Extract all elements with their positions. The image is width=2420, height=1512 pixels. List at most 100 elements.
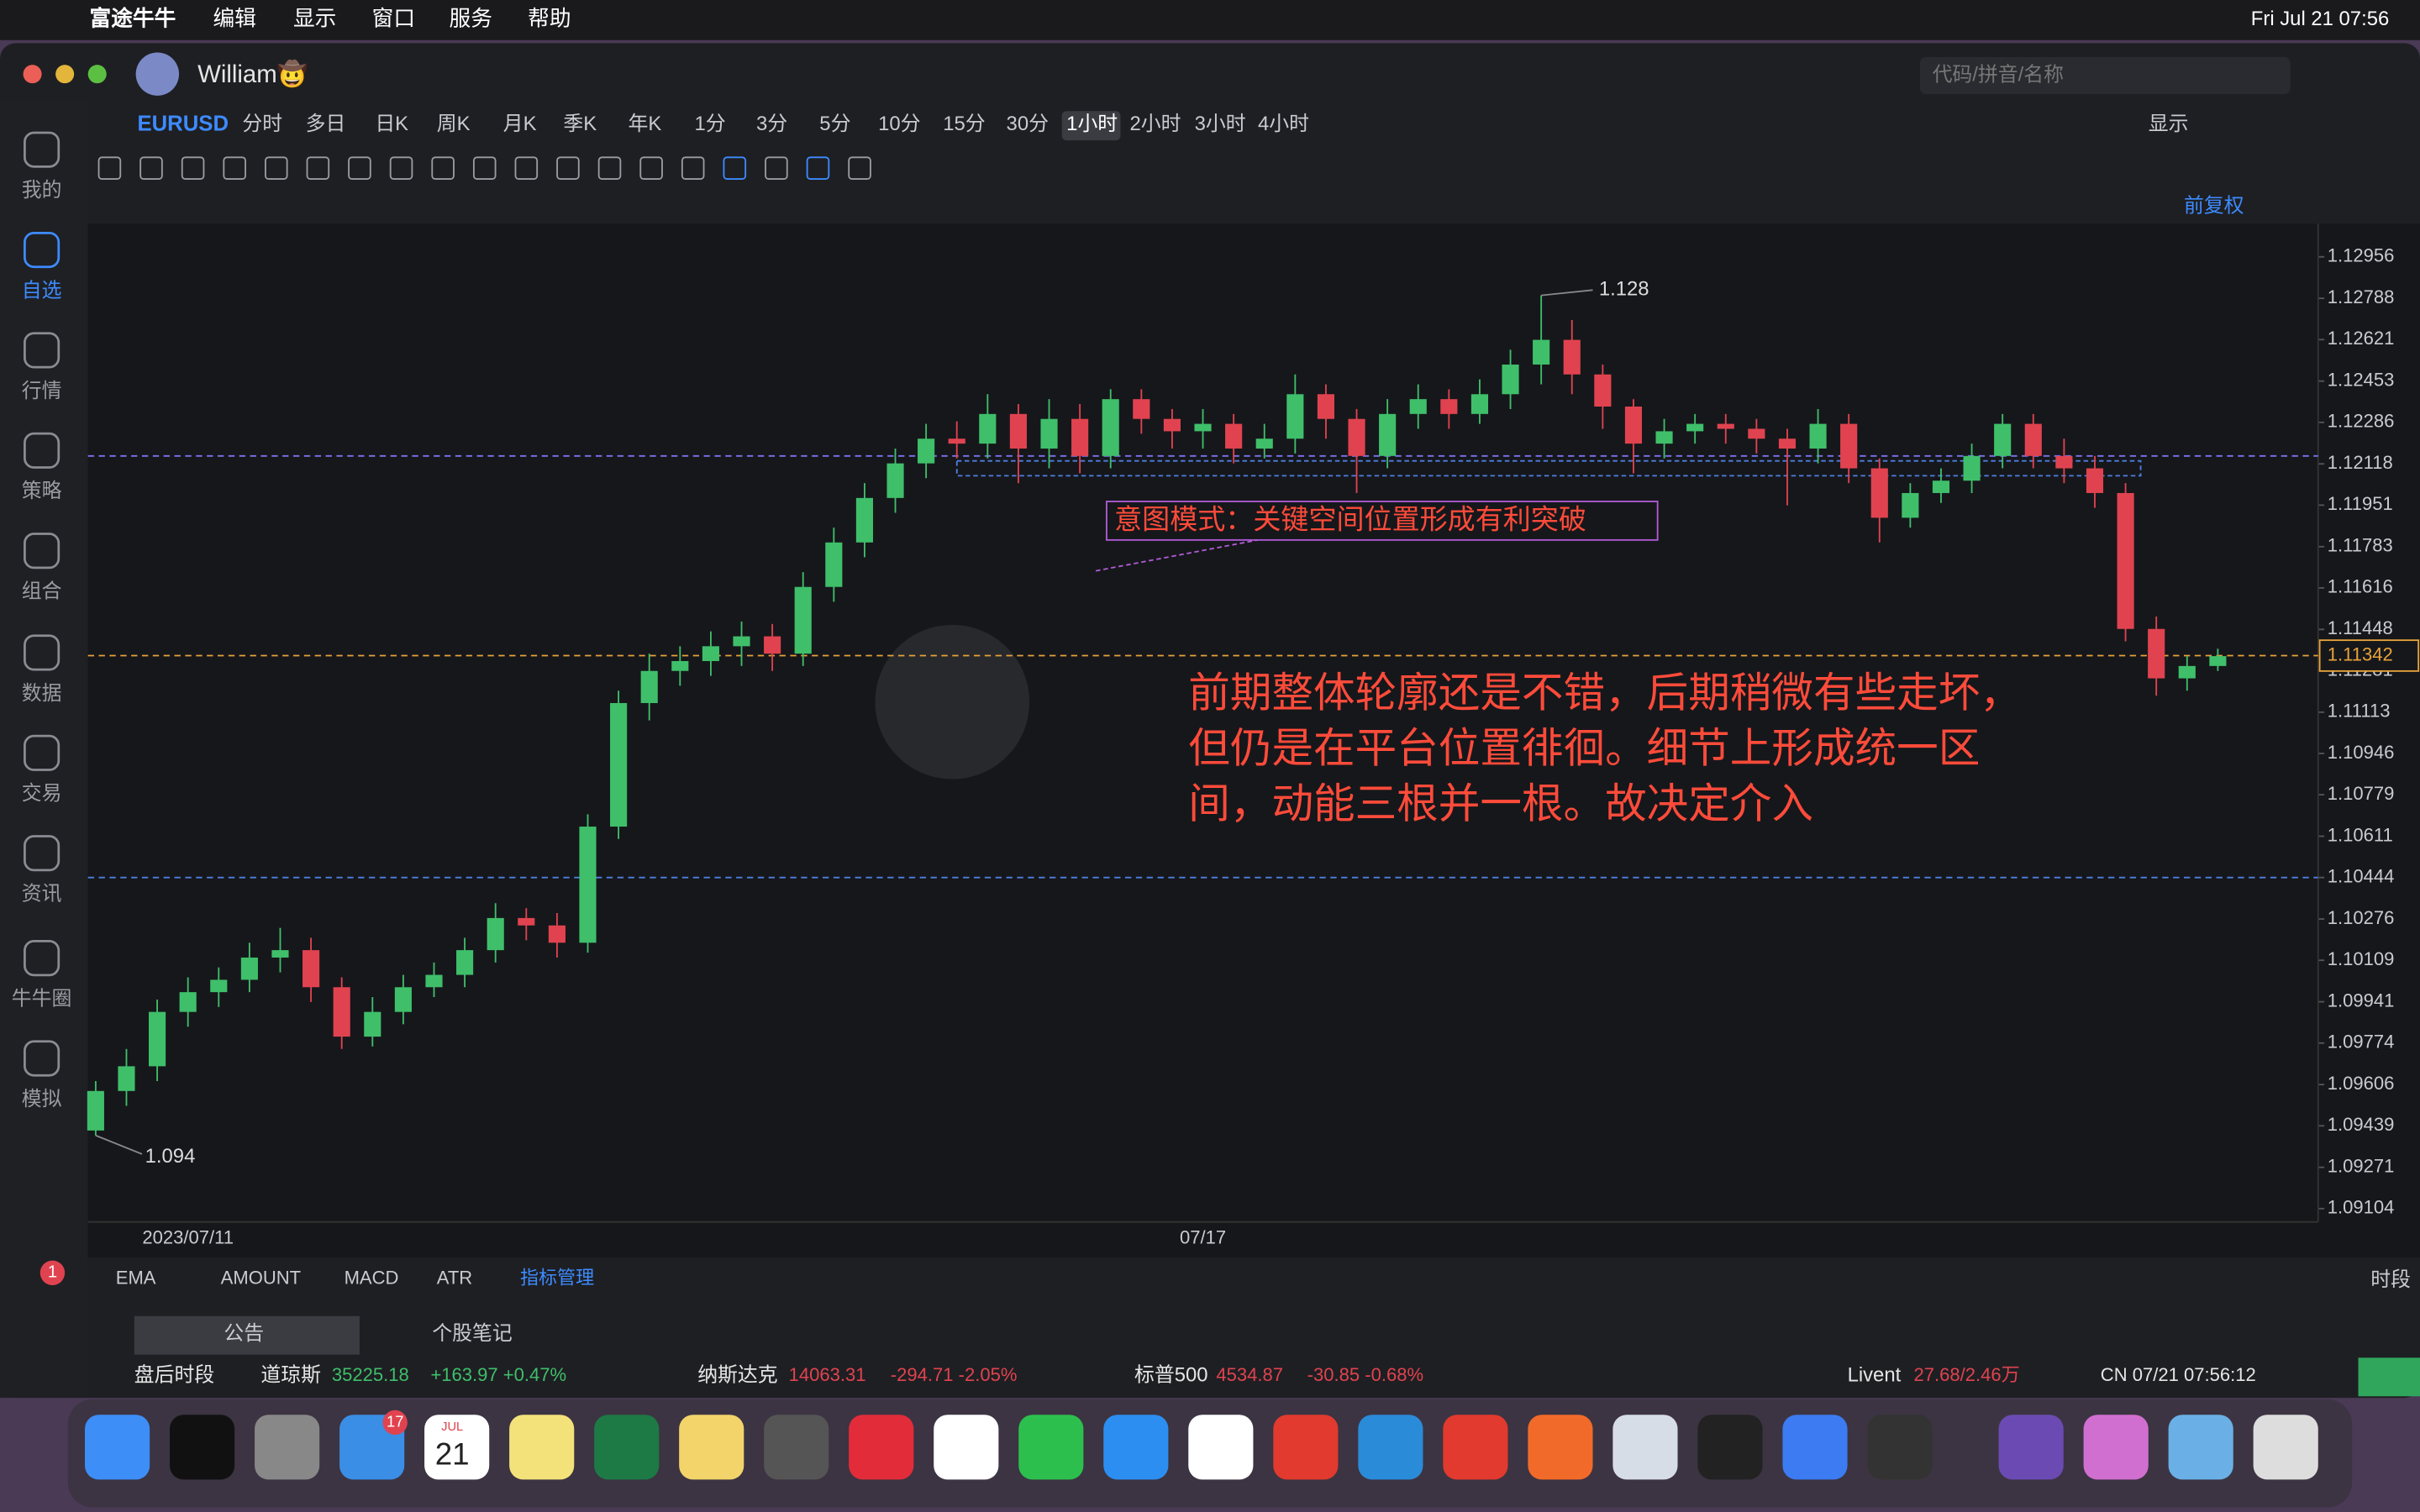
- dock-icon[interactable]: [1273, 1415, 1339, 1480]
- indicator-tab[interactable]: ATR: [437, 1267, 472, 1288]
- menu-item[interactable]: 服务: [449, 7, 492, 31]
- period[interactable]: 月K: [503, 113, 537, 135]
- zoom-button[interactable]: [87, 65, 107, 84]
- dock-icon[interactable]: [170, 1415, 235, 1480]
- dock-icon[interactable]: [1782, 1415, 1848, 1480]
- close-button[interactable]: [23, 65, 42, 84]
- menu-item[interactable]: 窗口: [372, 7, 415, 31]
- tool-icon[interactable]: [139, 156, 163, 180]
- period[interactable]: 年K: [629, 113, 662, 135]
- dock-icon[interactable]: [764, 1415, 829, 1480]
- dock-icon[interactable]: [2168, 1415, 2233, 1480]
- dock-icon[interactable]: [509, 1415, 575, 1480]
- sidebar-icon[interactable]: [24, 634, 60, 671]
- sidebar-icon[interactable]: [24, 734, 60, 771]
- indicator-tab[interactable]: MACD: [345, 1267, 399, 1288]
- period[interactable]: 周K: [437, 113, 471, 135]
- period[interactable]: 多日: [306, 113, 346, 135]
- dock-icon[interactable]: [255, 1415, 320, 1480]
- tool-icon[interactable]: [806, 156, 830, 180]
- tool-icon[interactable]: [431, 156, 455, 180]
- sidebar-label[interactable]: 资讯: [22, 883, 62, 906]
- tool-icon[interactable]: [681, 156, 705, 180]
- dock-icon[interactable]: [1443, 1415, 1508, 1480]
- period[interactable]: 5分: [819, 113, 850, 135]
- tool-icon[interactable]: [597, 156, 622, 180]
- sidebar-label[interactable]: 行情: [22, 380, 62, 402]
- minimize-button[interactable]: [55, 65, 75, 84]
- tool-icon[interactable]: [514, 156, 539, 180]
- dock-icon[interactable]: [1998, 1415, 2064, 1480]
- dock-icon[interactable]: [594, 1415, 660, 1480]
- dock-icon[interactable]: [1528, 1415, 1593, 1480]
- sidebar-label[interactable]: 组合: [22, 580, 62, 603]
- period[interactable]: 3小时: [1195, 113, 1246, 135]
- dock-icon[interactable]: [1018, 1415, 1084, 1480]
- sidebar-icon[interactable]: [24, 231, 60, 269]
- menu-item[interactable]: 帮助: [528, 7, 571, 31]
- sidebar-icon[interactable]: [24, 533, 60, 570]
- dock-icon[interactable]: [424, 1415, 490, 1480]
- dock-icon[interactable]: [1358, 1415, 1423, 1480]
- dock-icon[interactable]: [2083, 1415, 2149, 1480]
- period[interactable]: 10分: [878, 113, 920, 135]
- apple-menu[interactable]: 富途牛牛: [90, 6, 176, 31]
- tool-icon[interactable]: [765, 156, 788, 180]
- indicator-tab[interactable]: EMA: [116, 1267, 156, 1288]
- period[interactable]: 1分: [695, 113, 726, 135]
- search-placeholder[interactable]: 代码/拼音/名称: [1933, 63, 2064, 86]
- tool-icon[interactable]: [181, 156, 205, 180]
- sidebar-icon[interactable]: [24, 432, 60, 469]
- tool-icon[interactable]: [348, 156, 371, 180]
- bottom-tab[interactable]: 公告: [224, 1322, 264, 1345]
- tool-icon[interactable]: [848, 156, 871, 180]
- period[interactable]: 15分: [943, 113, 985, 135]
- sidebar-label[interactable]: 交易: [22, 782, 62, 805]
- period[interactable]: 季K: [563, 113, 597, 135]
- dock-icon[interactable]: [679, 1415, 744, 1480]
- period[interactable]: 4小时: [1258, 113, 1309, 135]
- sidebar-label[interactable]: 策略: [22, 480, 62, 502]
- dock-icon[interactable]: [85, 1415, 150, 1480]
- dock-icon[interactable]: [849, 1415, 914, 1480]
- sidebar-icon[interactable]: [24, 835, 60, 872]
- display-menu[interactable]: 显示: [2149, 113, 2189, 135]
- stock-name[interactable]: Livent: [1848, 1364, 1902, 1387]
- period[interactable]: 1小时: [1066, 113, 1118, 135]
- tool-icon[interactable]: [556, 156, 580, 180]
- tool-icon[interactable]: [265, 156, 288, 180]
- sidebar-label[interactable]: 自选: [22, 279, 62, 302]
- avatar[interactable]: [135, 52, 180, 96]
- period[interactable]: 2小时: [1129, 113, 1181, 135]
- search-box[interactable]: [1919, 56, 2291, 95]
- dock-icon[interactable]: [1867, 1415, 1933, 1480]
- bottom-tab[interactable]: 个股笔记: [432, 1322, 512, 1345]
- period[interactable]: 分时: [242, 113, 282, 135]
- dock-icon[interactable]: [1188, 1415, 1254, 1480]
- index-name[interactable]: 道琼斯: [260, 1364, 321, 1387]
- period[interactable]: 3分: [756, 113, 787, 135]
- dock-icon[interactable]: [1103, 1415, 1169, 1480]
- tool-icon[interactable]: [639, 156, 663, 180]
- tool-icon[interactable]: [97, 156, 122, 180]
- tool-icon[interactable]: [306, 156, 330, 180]
- period[interactable]: 30分: [1007, 113, 1049, 135]
- sidebar-icon[interactable]: [24, 332, 60, 369]
- sidebar-label[interactable]: 数据: [22, 682, 62, 705]
- tool-icon[interactable]: [472, 156, 497, 180]
- indicator-manage[interactable]: 指标管理: [520, 1267, 594, 1288]
- menu-item[interactable]: 显示: [293, 8, 336, 31]
- session-label[interactable]: 时段: [2370, 1268, 2411, 1291]
- dock-icon[interactable]: [1697, 1415, 1763, 1480]
- symbol[interactable]: EURUSD: [137, 113, 229, 136]
- dock-icon[interactable]: [1612, 1415, 1678, 1480]
- period[interactable]: 日K: [375, 113, 408, 135]
- sidebar-icon[interactable]: [24, 131, 60, 168]
- sidebar-label[interactable]: 模拟: [22, 1088, 62, 1110]
- dock-icon[interactable]: [934, 1415, 999, 1480]
- tool-icon[interactable]: [723, 156, 747, 180]
- sidebar-icon[interactable]: [24, 1040, 60, 1077]
- tool-icon[interactable]: [223, 156, 246, 180]
- indicator-tab[interactable]: AMOUNT: [221, 1267, 301, 1288]
- index-name[interactable]: 纳斯达克: [697, 1364, 777, 1387]
